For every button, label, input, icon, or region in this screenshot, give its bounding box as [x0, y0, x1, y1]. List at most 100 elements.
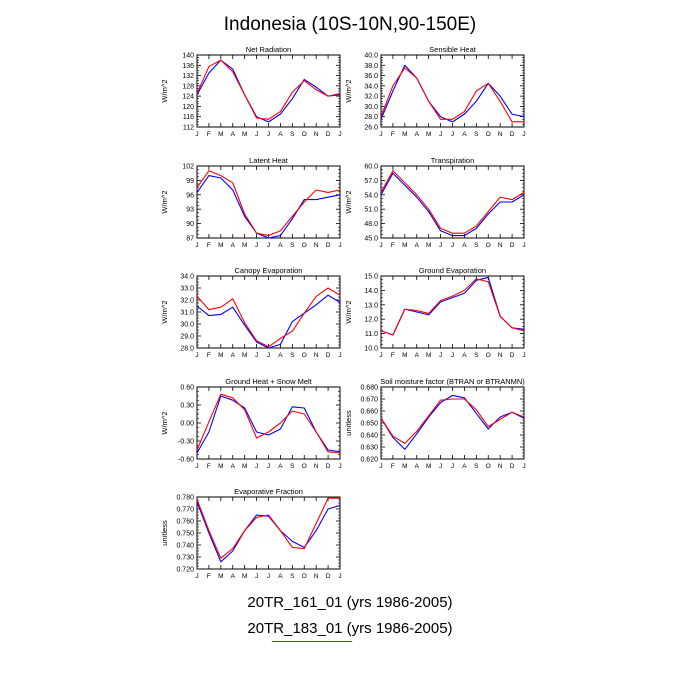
x-tick-label: D	[326, 573, 331, 580]
x-tick-label: S	[474, 463, 479, 470]
x-tick-label: O	[486, 131, 491, 138]
y-tick-label: 0.60	[180, 385, 194, 392]
panel-2: Sensible Heat W/m^2 26.0 28.0 30.0 32.0 34.0 36…	[344, 45, 526, 138]
y-tick-label: 0.730	[176, 555, 194, 562]
x-tick-label: J	[255, 131, 258, 138]
x-tick-label: N	[314, 352, 319, 359]
panel-title: Sensible Heat	[429, 45, 477, 54]
x-tick-label: F	[391, 352, 395, 359]
x-tick-label: A	[231, 242, 236, 249]
panel-7: Ground Heat + Snow Melt W/m^2 -0.60 -0.30 0.…	[160, 377, 342, 470]
y-axis-label: unitless	[344, 410, 353, 436]
series-line-1	[196, 395, 341, 454]
y-tick-label: 31.0	[180, 310, 194, 317]
y-tick-label: 0.650	[360, 421, 378, 428]
panel-frame	[380, 54, 525, 128]
x-tick-label: J	[522, 131, 525, 138]
series-line-2	[380, 398, 525, 444]
x-tick-label: A	[462, 352, 467, 359]
x-tick-label: N	[498, 131, 503, 138]
y-tick-label: 28.0	[180, 346, 194, 353]
series-line-2	[380, 278, 525, 336]
x-tick-label: J	[522, 463, 525, 470]
y-tick-label: 140	[182, 53, 194, 60]
x-tick-label: N	[314, 573, 319, 580]
y-tick-label: 0.620	[360, 457, 378, 464]
x-tick-label: J	[338, 131, 341, 138]
series-line-1	[380, 276, 525, 336]
y-tick-label: 0.720	[176, 567, 194, 574]
panel-title: Canopy Evaporation	[235, 266, 303, 275]
panel-6: Ground Evaporation W/m^2 10.0 11.0 12.0 13.0 1…	[344, 266, 526, 359]
y-tick-label: 90	[186, 221, 194, 228]
x-tick-label: A	[462, 242, 467, 249]
y-tick-label: 136	[182, 63, 194, 70]
x-tick-label: M	[242, 242, 247, 249]
legend-swatch-2	[272, 641, 352, 642]
y-tick-label: 0.630	[360, 445, 378, 452]
x-tick-label: J	[439, 463, 442, 470]
y-tick-label: 30.0	[364, 104, 378, 111]
x-tick-label: A	[231, 463, 236, 470]
x-tick-label: D	[510, 463, 515, 470]
x-tick-label: J	[338, 463, 341, 470]
x-tick-label: A	[462, 463, 467, 470]
x-tick-label: A	[415, 242, 420, 249]
x-tick-label: M	[402, 131, 407, 138]
y-tick-label: 96	[186, 192, 194, 199]
legend-label-2: 20TR_183_01 (yrs 1986-2005)	[247, 620, 453, 637]
x-tick-label: M	[426, 463, 431, 470]
x-tick-label: M	[242, 352, 247, 359]
panel-frame	[196, 165, 341, 239]
series-line-1	[196, 175, 341, 239]
y-tick-label: 0.00	[180, 421, 194, 428]
panel-title: Soil moisture factor (BTRAN or BTRANMN)	[380, 377, 525, 386]
x-tick-label: S	[474, 131, 479, 138]
y-tick-label: 0.660	[360, 409, 378, 416]
y-tick-label: 57.0	[364, 178, 378, 185]
x-tick-label: A	[415, 131, 420, 138]
panel-title: Evaporative Fraction	[234, 487, 303, 496]
x-tick-label: J	[439, 352, 442, 359]
x-tick-label: A	[278, 573, 283, 580]
y-tick-label: 0.680	[360, 385, 378, 392]
series-line-1	[380, 172, 525, 237]
panel-title: Ground Evaporation	[419, 266, 486, 275]
x-tick-label: S	[290, 463, 295, 470]
x-tick-label: O	[486, 242, 491, 249]
x-tick-label: D	[326, 463, 331, 470]
x-tick-label: N	[314, 242, 319, 249]
x-tick-label: M	[426, 352, 431, 359]
x-tick-label: D	[326, 242, 331, 249]
x-tick-label: M	[218, 463, 223, 470]
panel-frame	[196, 275, 341, 349]
x-tick-label: J	[439, 131, 442, 138]
series-line-1	[380, 64, 525, 123]
series-line-1	[380, 394, 525, 450]
y-tick-label: 28.0	[364, 114, 378, 121]
x-tick-label: J	[195, 352, 198, 359]
x-tick-label: J	[195, 463, 198, 470]
y-tick-label: 132	[182, 73, 194, 80]
y-tick-label: -0.30	[178, 439, 194, 446]
x-tick-label: M	[218, 352, 223, 359]
x-tick-label: S	[290, 242, 295, 249]
x-tick-label: D	[510, 352, 515, 359]
x-tick-label: J	[255, 463, 258, 470]
panel-4: Transpiration W/m^2 45.0 48.0 51.0 54.0 57.0 60…	[344, 156, 526, 249]
x-tick-label: F	[207, 573, 211, 580]
series-line-2	[196, 497, 340, 559]
x-tick-label: F	[207, 242, 211, 249]
x-tick-label: J	[195, 242, 198, 249]
y-tick-label: 11.0	[365, 331, 378, 338]
x-tick-label: A	[278, 463, 283, 470]
x-tick-label: J	[379, 131, 382, 138]
x-tick-label: J	[267, 131, 270, 138]
x-tick-label: J	[195, 573, 198, 580]
x-tick-label: J	[267, 463, 270, 470]
y-tick-label: 0.760	[176, 519, 194, 526]
x-tick-label: F	[391, 463, 395, 470]
x-tick-label: M	[242, 573, 247, 580]
y-axis-label: W/m^2	[160, 79, 169, 102]
